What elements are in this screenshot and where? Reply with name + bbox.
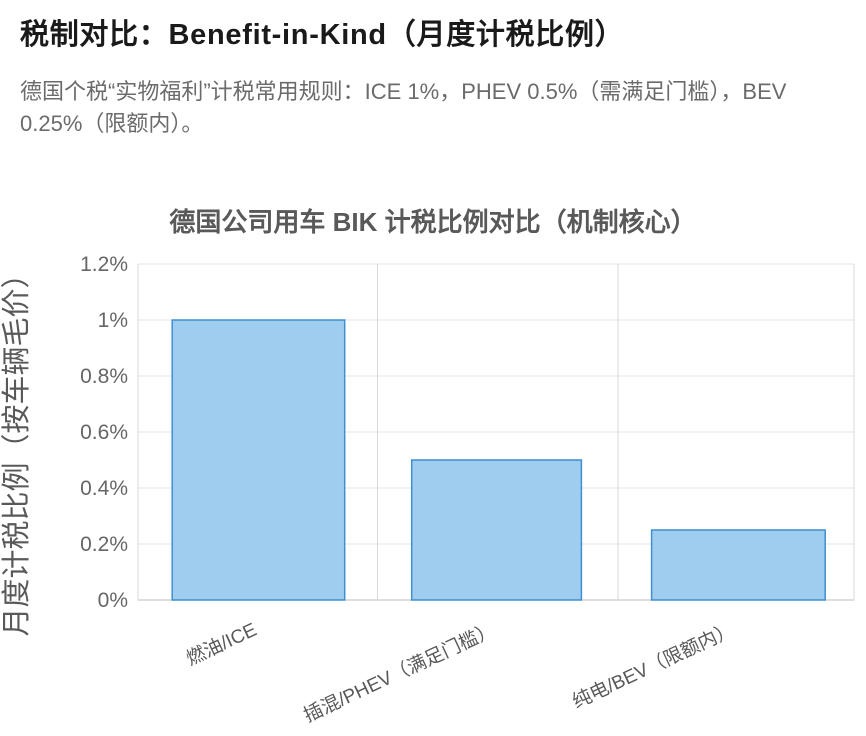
svg-text:0.2%: 0.2% — [80, 533, 128, 556]
svg-text:0.4%: 0.4% — [80, 477, 128, 500]
svg-text:1.2%: 1.2% — [80, 253, 128, 276]
svg-text:1%: 1% — [98, 309, 128, 332]
svg-text:0.8%: 0.8% — [80, 365, 128, 388]
svg-text:纯电/BEV（限额内）: 纯电/BEV（限额内） — [569, 619, 738, 713]
svg-text:0%: 0% — [98, 589, 128, 612]
svg-text:插混/PHEV（满足门槛）: 插混/PHEV（满足门槛） — [300, 619, 499, 727]
svg-text:燃油/ICE: 燃油/ICE — [183, 619, 260, 671]
svg-text:月度计税比例（按车辆毛价）: 月度计税比例（按车辆毛价） — [0, 259, 33, 636]
svg-text:0.6%: 0.6% — [80, 421, 128, 444]
